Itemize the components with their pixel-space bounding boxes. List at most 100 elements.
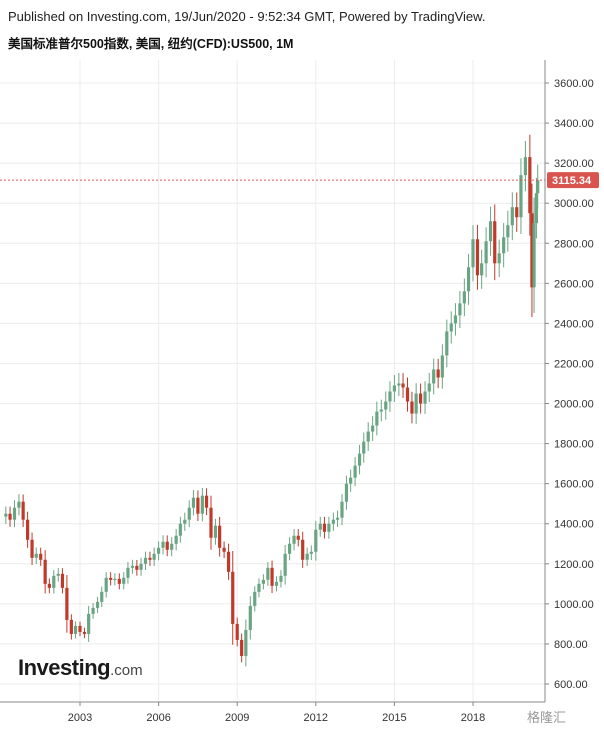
candle-body [191,497,196,508]
candle-body [4,513,8,517]
candle-body [414,393,418,414]
candle-body [375,411,379,426]
candle-body [534,193,539,224]
candle-body [117,578,121,584]
candle-body [288,543,292,554]
candle-body [244,629,248,656]
candle-body [200,495,204,514]
candle-body [231,571,235,624]
candle-body [392,385,396,392]
candle-body [209,507,213,538]
candle-body [213,525,218,538]
candle-body [240,639,244,656]
candle-body [484,241,488,264]
candle-body [340,501,344,518]
candle-body [335,517,340,520]
x-tick-label: 2009 [225,712,249,724]
candle-body [475,239,480,276]
candle-body [21,501,25,520]
candle-body [283,553,287,576]
candle-body [17,501,21,508]
candle-body [204,495,209,508]
candle-body [187,507,191,520]
y-tick-label: 3000.00 [554,198,594,210]
candle-body [135,565,139,570]
candle-body [423,391,427,404]
candle-body [161,541,165,548]
candle-body [139,563,143,570]
x-tick-label: 2012 [304,712,328,724]
candle-body [39,553,43,560]
candle-body [248,605,252,630]
candle-body [480,263,484,276]
candle-body [296,535,300,540]
candle-body [34,553,38,558]
candle-body [152,553,156,560]
x-tick-label: 2018 [461,712,485,724]
candle-body [109,577,113,580]
candle-body [170,543,174,550]
candle-body [471,239,475,268]
candle-body [183,519,187,524]
y-tick-label: 600.00 [554,679,588,691]
candle-body [274,581,279,586]
candle-body [226,551,231,572]
candle-body [148,557,152,560]
logo-suffix-text: .com [110,662,143,679]
candle-body [362,441,366,454]
candle-body [78,625,82,632]
candle-body [218,525,222,548]
candle-body [52,575,56,588]
candle-body [419,393,423,404]
candle-body [266,567,270,580]
candle-body [502,237,506,254]
candle-body [130,565,134,568]
candle-body [536,180,540,194]
candle-body [506,225,510,238]
candle-body [515,207,519,218]
candles [4,134,540,667]
candle-body [405,387,410,402]
candle-body [371,425,375,432]
candle-body [322,523,327,532]
y-tick-label: 1200.00 [554,559,594,571]
candle-body [126,567,130,578]
y-tick-label: 1800.00 [554,439,594,451]
y-tick-label: 2600.00 [554,278,594,290]
candle-body [104,577,108,592]
y-axis-ticks: 600.00 800.00 1000.00 1200.00 1400.00 1600.00… [545,78,594,691]
last-price-box [547,172,599,189]
x-axis-ticks: 2003 2006 2009 2012 2015 2018 [68,702,485,724]
candle-body [349,477,353,484]
candle-body [510,207,514,226]
candle-body [453,315,458,324]
candle-body [427,383,431,392]
candle-body [462,291,466,304]
candle-body [279,575,283,582]
candle-body [56,573,60,576]
candle-body [43,559,47,584]
candle-body [157,547,161,554]
candle-body [65,587,69,620]
candle-body [309,551,313,554]
candle-body [440,355,444,378]
candle-body [95,601,100,608]
candle-body [344,483,349,502]
candle-body [314,529,318,552]
candle-body [165,541,169,550]
watermark: 格隆汇 [527,707,566,726]
candle-body [178,523,182,536]
y-tick-label: 800.00 [554,639,588,651]
candle-body [60,573,65,588]
candle-body [8,513,12,520]
candle-body [122,577,126,584]
y-tick-label: 2400.00 [554,318,594,330]
y-tick-label: 3200.00 [554,158,594,170]
candle-body [301,539,305,560]
watermark-text: 格隆汇 [527,710,567,725]
y-tick-label: 2800.00 [554,238,594,250]
candle-body [449,323,453,332]
candle-body [12,507,17,520]
candle-body [318,523,322,530]
